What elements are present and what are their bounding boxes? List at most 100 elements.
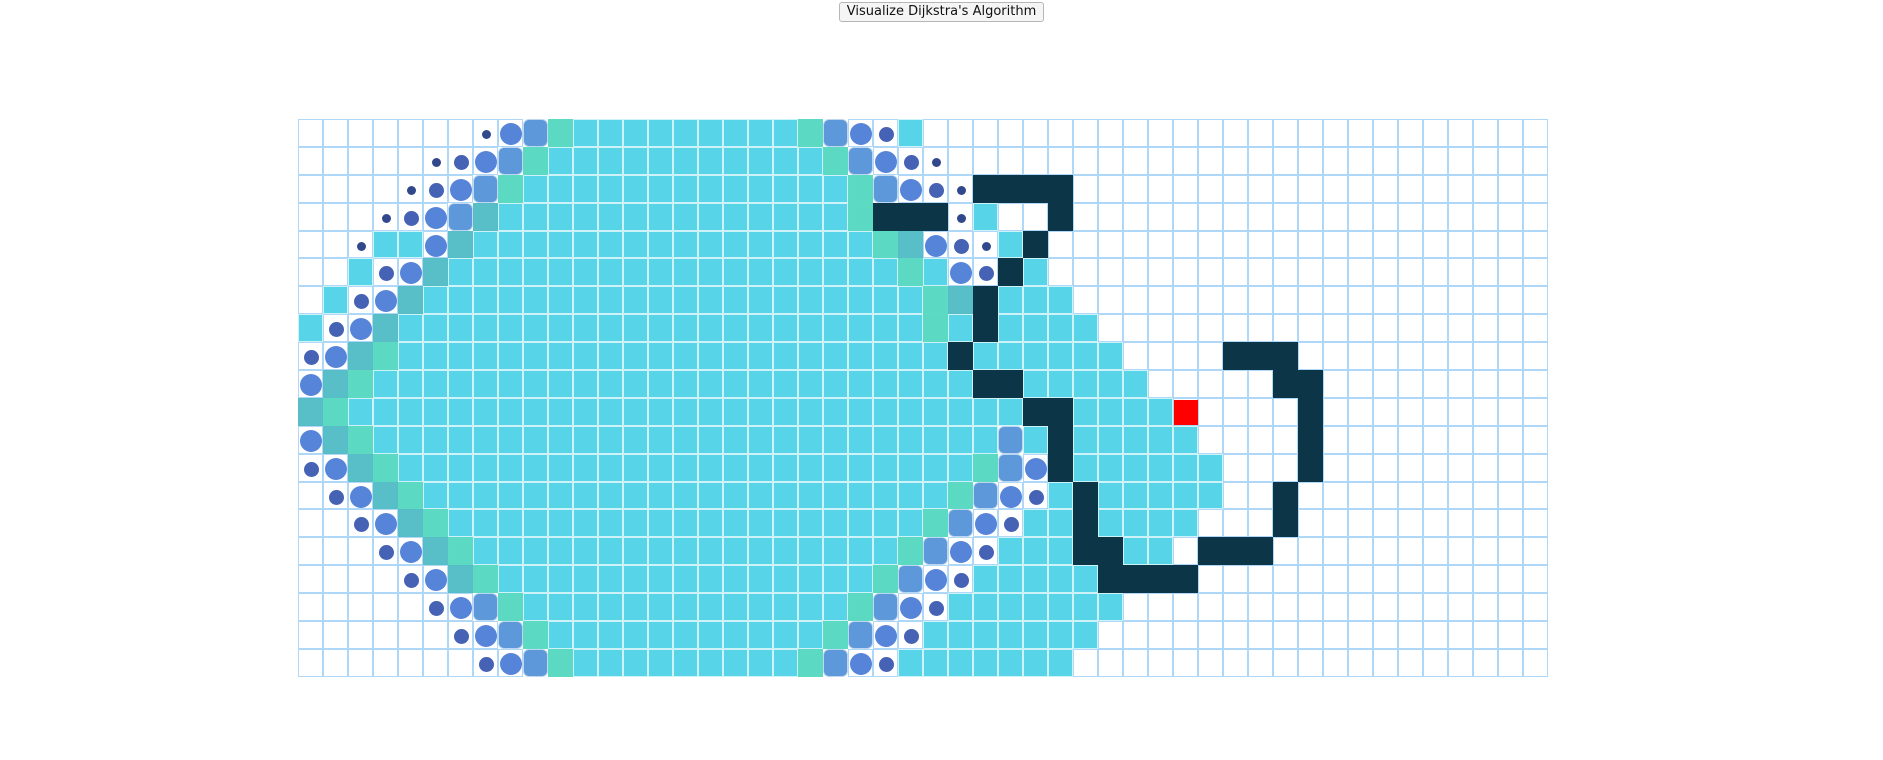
visited-node[interactable] <box>1098 509 1123 538</box>
grid-node[interactable] <box>323 648 348 677</box>
grid-node[interactable] <box>1523 425 1548 454</box>
grid-node[interactable] <box>1448 314 1473 343</box>
visited-node[interactable] <box>1173 481 1198 510</box>
visited-node[interactable] <box>773 593 798 622</box>
grid-node[interactable] <box>1348 565 1373 594</box>
visited-node[interactable] <box>823 481 848 510</box>
visited-node[interactable] <box>473 286 498 315</box>
visited-node[interactable] <box>973 481 998 510</box>
visited-node[interactable] <box>598 593 623 622</box>
visited-node[interactable] <box>898 481 923 510</box>
visited-node[interactable] <box>498 593 523 622</box>
visited-node[interactable] <box>723 286 748 315</box>
wall-node[interactable] <box>1048 397 1073 426</box>
visited-node[interactable] <box>698 481 723 510</box>
grid-node[interactable] <box>1423 621 1448 649</box>
visited-node[interactable] <box>498 258 523 287</box>
visited-node[interactable] <box>748 230 773 259</box>
visited-node[interactable] <box>598 648 623 677</box>
grid-node[interactable] <box>1498 286 1523 315</box>
visited-node[interactable] <box>923 425 948 454</box>
grid-node[interactable] <box>298 565 323 594</box>
visited-node[interactable] <box>798 314 823 343</box>
visited-node[interactable] <box>473 342 498 371</box>
grid-node[interactable] <box>1073 230 1098 259</box>
grid-node[interactable] <box>1323 119 1348 147</box>
grid-node[interactable] <box>298 174 323 203</box>
visited-node[interactable] <box>923 146 948 175</box>
grid-node[interactable] <box>1048 119 1073 147</box>
grid-node[interactable] <box>1448 565 1473 594</box>
grid-node[interactable] <box>1373 202 1398 231</box>
visited-node[interactable] <box>898 397 923 426</box>
visited-node[interactable] <box>573 119 598 147</box>
grid-node[interactable] <box>1298 146 1323 175</box>
visited-node[interactable] <box>548 174 573 203</box>
grid-node[interactable] <box>1373 146 1398 175</box>
grid-node[interactable] <box>1523 174 1548 203</box>
grid-node[interactable] <box>1148 648 1173 677</box>
visited-node[interactable] <box>348 509 373 538</box>
visited-node[interactable] <box>1123 537 1148 566</box>
visited-node[interactable] <box>448 202 473 231</box>
visited-node[interactable] <box>448 286 473 315</box>
grid-node[interactable] <box>1523 119 1548 147</box>
visited-node[interactable] <box>598 286 623 315</box>
grid-node[interactable] <box>1223 397 1248 426</box>
grid-node[interactable] <box>998 119 1023 147</box>
visited-node[interactable] <box>973 342 998 371</box>
grid-node[interactable] <box>1323 286 1348 315</box>
grid-node[interactable] <box>1198 202 1223 231</box>
grid-node[interactable] <box>1348 648 1373 677</box>
grid-node[interactable] <box>398 648 423 677</box>
grid-node[interactable] <box>1173 146 1198 175</box>
visited-node[interactable] <box>1148 425 1173 454</box>
grid-node[interactable] <box>398 146 423 175</box>
visited-node[interactable] <box>448 481 473 510</box>
grid-node[interactable] <box>1273 146 1298 175</box>
grid-node[interactable] <box>1223 286 1248 315</box>
visited-node[interactable] <box>873 648 898 677</box>
grid-node[interactable] <box>1348 174 1373 203</box>
visited-node[interactable] <box>573 258 598 287</box>
grid-node[interactable] <box>1423 370 1448 398</box>
grid-node[interactable] <box>1448 146 1473 175</box>
visited-node[interactable] <box>923 509 948 538</box>
visited-node[interactable] <box>623 119 648 147</box>
visited-node[interactable] <box>923 258 948 287</box>
visited-node[interactable] <box>573 342 598 371</box>
visited-node[interactable] <box>823 621 848 649</box>
visited-node[interactable] <box>298 453 323 482</box>
visited-node[interactable] <box>423 537 448 566</box>
visited-node[interactable] <box>398 509 423 538</box>
visited-node[interactable] <box>873 258 898 287</box>
grid-node[interactable] <box>1273 397 1298 426</box>
visited-node[interactable] <box>798 370 823 398</box>
visited-node[interactable] <box>673 621 698 649</box>
grid-node[interactable] <box>298 146 323 175</box>
visited-node[interactable] <box>848 621 873 649</box>
visited-node[interactable] <box>698 119 723 147</box>
grid-node[interactable] <box>1248 453 1273 482</box>
visited-node[interactable] <box>773 509 798 538</box>
grid-node[interactable] <box>1073 146 1098 175</box>
grid-node[interactable] <box>1523 342 1548 371</box>
visited-node[interactable] <box>1148 481 1173 510</box>
grid-node[interactable] <box>1348 286 1373 315</box>
visited-node[interactable] <box>523 397 548 426</box>
grid-node[interactable] <box>1523 370 1548 398</box>
grid-node[interactable] <box>1148 230 1173 259</box>
grid-node[interactable] <box>1523 397 1548 426</box>
visited-node[interactable] <box>698 314 723 343</box>
grid-node[interactable] <box>1323 174 1348 203</box>
grid-node[interactable] <box>1223 565 1248 594</box>
visited-node[interactable] <box>573 202 598 231</box>
grid-node[interactable] <box>1348 593 1373 622</box>
visited-node[interactable] <box>1023 370 1048 398</box>
visited-node[interactable] <box>873 425 898 454</box>
grid-node[interactable] <box>1498 258 1523 287</box>
wall-node[interactable] <box>948 342 973 371</box>
visited-node[interactable] <box>648 621 673 649</box>
visited-node[interactable] <box>598 174 623 203</box>
visited-node[interactable] <box>498 425 523 454</box>
